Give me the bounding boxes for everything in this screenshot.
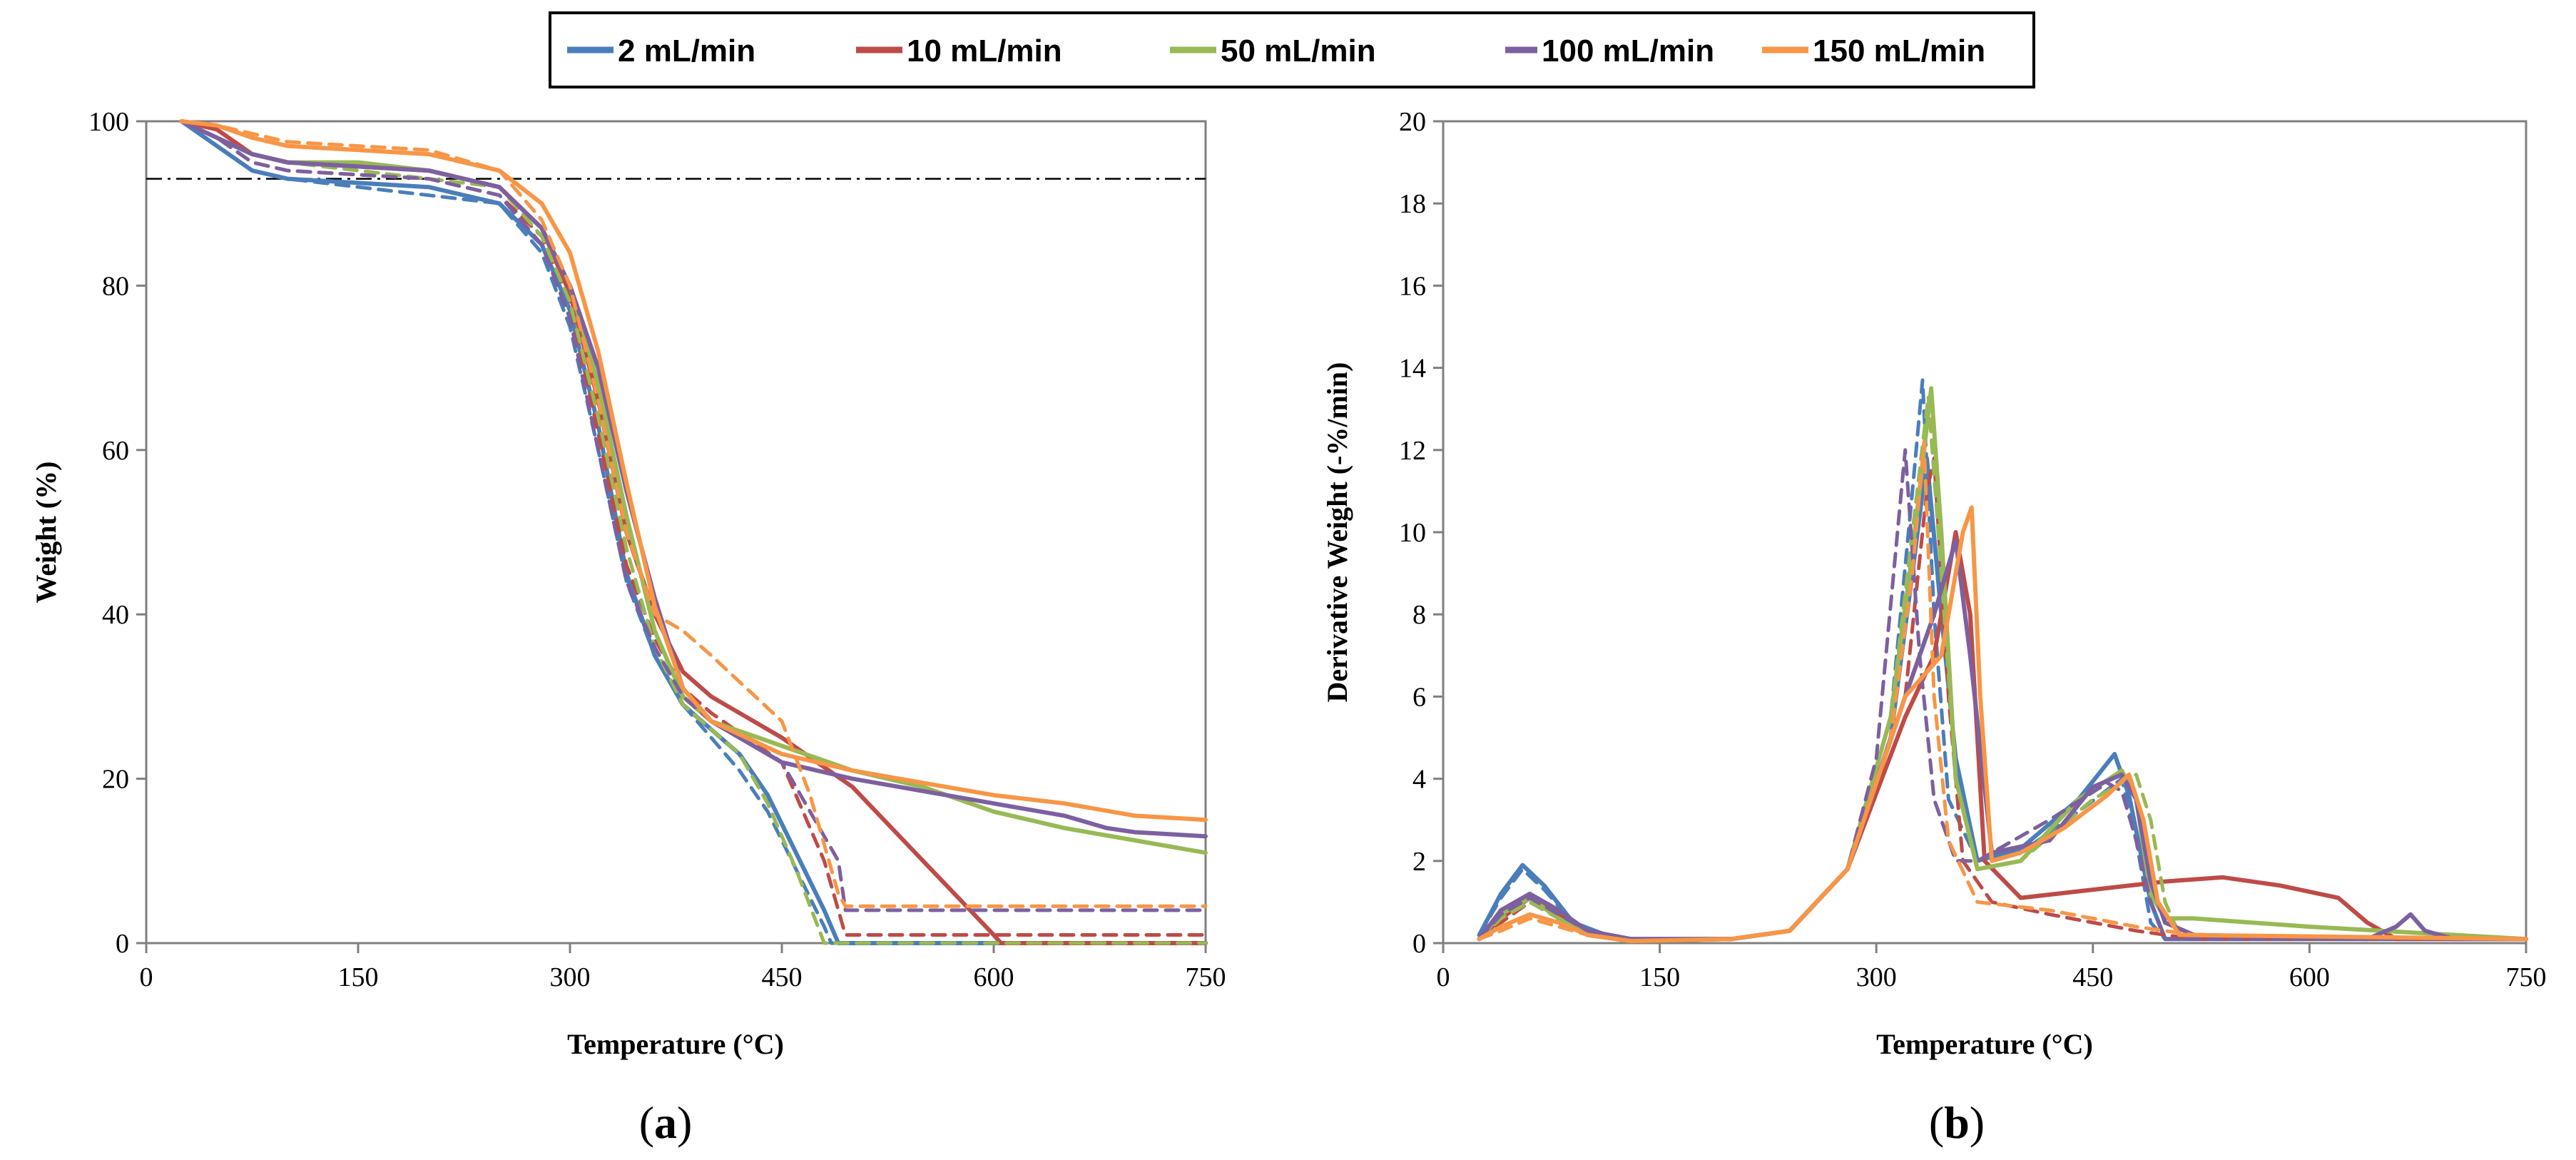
y-tick-label: 0 bbox=[116, 929, 129, 959]
series-line-50-dashed bbox=[180, 119, 1208, 945]
y-tick-label: 14 bbox=[1399, 354, 1426, 384]
axis-ticks-b: 0 150 300 450 600 750 0 2 4 6 8 10 12 14 16 18 20 bbox=[1399, 107, 2547, 992]
chart-panel-b: 0 150 300 450 600 750 0 2 4 6 8 10 12 14 16 18 20 Temper… bbox=[1321, 107, 2547, 1148]
x-tick-label: 750 bbox=[2506, 962, 2547, 992]
panel-label-b-letter: b bbox=[1944, 1097, 1970, 1148]
y-tick-label: 10 bbox=[1399, 518, 1426, 548]
x-tick-label: 0 bbox=[140, 962, 153, 992]
chart-panel-a: 0 150 300 450 600 750 0 20 40 60 80 100 Temperature… bbox=[30, 107, 1226, 1148]
y-tick-label: 80 bbox=[102, 271, 129, 301]
x-tick-label: 0 bbox=[1437, 962, 1450, 992]
panel-label-a: (a) bbox=[639, 1097, 693, 1148]
legend: 2 mL/min 10 mL/min 50 mL/min 100 mL/min … bbox=[549, 11, 2035, 88]
x-tick-label: 450 bbox=[2072, 962, 2113, 992]
x-tick-label: 600 bbox=[974, 962, 1014, 992]
series-line-10-solid bbox=[179, 119, 1208, 945]
plot-area-a bbox=[145, 120, 1207, 945]
x-tick-label: 300 bbox=[550, 962, 591, 992]
legend-label-2: 2 mL/min bbox=[618, 34, 755, 68]
y-tick-label: 8 bbox=[1412, 600, 1426, 630]
x-axis-title-a: Temperature (°C) bbox=[567, 1028, 784, 1060]
series-line-150-solid bbox=[1477, 505, 2528, 944]
y-tick-label: 20 bbox=[1399, 107, 1426, 137]
x-tick-label: 300 bbox=[1856, 962, 1897, 992]
y-axis-title-a: Weight (%) bbox=[30, 462, 62, 604]
panel-label-a-close: ) bbox=[677, 1097, 692, 1148]
series-line-150-solid bbox=[179, 119, 1208, 823]
series-a bbox=[179, 119, 1208, 945]
legend-label-100: 100 mL/min bbox=[1542, 34, 1714, 68]
series-line-50-solid bbox=[179, 119, 1208, 855]
panel-label-a-letter: a bbox=[654, 1097, 677, 1148]
series-line-150-dashed bbox=[1477, 439, 2528, 943]
y-tick-label: 2 bbox=[1412, 847, 1426, 877]
x-axis-title-b: Temperature (°C) bbox=[1876, 1028, 2093, 1060]
series-line-100-dashed bbox=[1477, 448, 2528, 941]
legend-label-150: 150 mL/min bbox=[1813, 34, 1985, 68]
series-line-2-solid bbox=[1477, 456, 2528, 942]
y-tick-label: 6 bbox=[1412, 682, 1426, 712]
x-tick-label: 150 bbox=[338, 962, 379, 992]
y-axis-title-b: Derivative Weight (-%/min) bbox=[1321, 362, 1353, 703]
x-tick-label: 150 bbox=[1639, 962, 1680, 992]
y-tick-label: 20 bbox=[102, 765, 129, 795]
y-tick-label: 4 bbox=[1412, 765, 1426, 795]
series-line-2-solid bbox=[179, 119, 1208, 945]
y-tick-label: 18 bbox=[1399, 189, 1426, 219]
plot-area-b bbox=[1442, 120, 2527, 945]
legend-label-50: 50 mL/min bbox=[1221, 34, 1376, 68]
series-line-100-solid bbox=[179, 119, 1208, 839]
y-tick-label: 60 bbox=[102, 436, 129, 466]
x-tick-label: 450 bbox=[762, 962, 803, 992]
y-tick-label: 12 bbox=[1399, 436, 1426, 466]
x-tick-label: 750 bbox=[1186, 962, 1226, 992]
y-tick-label: 0 bbox=[1412, 929, 1426, 959]
axis-ticks-a: 0 150 300 450 600 750 0 20 40 60 80 100 bbox=[88, 107, 1226, 992]
series-line-100-dashed bbox=[180, 119, 1208, 912]
legend-label-10: 10 mL/min bbox=[907, 34, 1062, 68]
y-tick-label: 16 bbox=[1399, 271, 1426, 301]
series-line-2-dashed bbox=[180, 119, 1208, 945]
y-tick-label: 100 bbox=[88, 107, 129, 137]
panel-label-b: (b) bbox=[1929, 1097, 1985, 1148]
series-line-10-solid bbox=[1477, 530, 2528, 944]
series-line-150-dashed bbox=[180, 119, 1208, 908]
panel-label-a-open: ( bbox=[639, 1097, 654, 1148]
series-b bbox=[1477, 378, 2528, 944]
y-tick-label: 40 bbox=[102, 600, 129, 630]
series-line-2-dashed bbox=[1477, 378, 2528, 941]
series-line-10-dashed bbox=[1477, 456, 2528, 943]
panel-label-b-close: ) bbox=[1970, 1097, 1985, 1148]
x-tick-label: 600 bbox=[2289, 962, 2330, 992]
panel-label-b-open: ( bbox=[1929, 1097, 1944, 1148]
